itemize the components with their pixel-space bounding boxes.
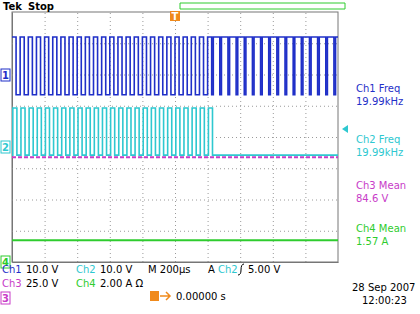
plot-frame — [12, 12, 338, 262]
readout-label: Ch2 Freq — [356, 134, 400, 145]
trigger-pos-box — [150, 291, 159, 301]
grid-line — [305, 12, 306, 262]
acq-state: Stop — [28, 1, 54, 12]
y-tick — [12, 168, 338, 169]
timebase: M 200µs — [148, 264, 190, 275]
ch-scale: 25.0 V — [26, 278, 58, 289]
readout-label: Ch4 Mean — [356, 223, 406, 234]
readout-value: 1.57 A — [356, 236, 388, 247]
readout-value: 19.99kHz — [356, 147, 403, 158]
ch-label: Ch1 — [2, 264, 22, 275]
y-axis — [12, 13, 338, 263]
trigger-position: 0.00000 s — [176, 291, 226, 302]
marker-box — [1, 292, 10, 304]
marker-label: 3 — [2, 293, 9, 304]
ch-scale: 10.0 V — [26, 264, 58, 275]
trigger-mode: A — [208, 264, 215, 275]
trigger-level: 5.00 V — [248, 264, 280, 275]
waveform — [12, 108, 338, 155]
marker-box — [1, 69, 10, 81]
waveform — [12, 37, 338, 95]
ch-scale: 2.00 A Ω — [100, 278, 143, 289]
y-tick — [12, 106, 338, 107]
ch-label: Ch2 — [76, 264, 96, 275]
background — [0, 0, 420, 314]
brand: Tek — [3, 1, 22, 12]
channel-marker: 1 — [1, 69, 10, 81]
scope-screen: 1234Ch1 Freq19.99kHzCh2 Freq19.99kHzCh3 … — [0, 0, 420, 314]
channel-marker: 3 — [1, 292, 10, 304]
trigger-marker: T — [172, 11, 179, 22]
trigger-marker-box — [170, 11, 180, 21]
readout-value: 84.6 V — [356, 193, 388, 204]
channel-marker: 2 — [1, 141, 10, 153]
slope-icon — [238, 264, 244, 275]
x-tick — [305, 12, 306, 262]
grid-line — [12, 137, 338, 138]
ch-label: Ch4 — [76, 278, 96, 289]
waveform — [12, 239, 338, 241]
waveform — [12, 156, 338, 158]
grid-line — [12, 231, 338, 232]
grid-line — [12, 168, 338, 169]
readout-label: Ch1 Freq — [356, 83, 400, 94]
date: 28 Sep 2007 — [352, 282, 415, 293]
marker-label: 1 — [2, 70, 9, 81]
x-axis — [13, 12, 339, 263]
grid-line — [12, 200, 338, 201]
ch-scale: 10.0 V — [100, 264, 132, 275]
readout-label: Ch3 Mean — [356, 180, 406, 191]
y-tick — [12, 231, 338, 232]
readout-value: 19.99kHz — [356, 96, 403, 107]
ch-label: Ch3 — [2, 278, 22, 289]
grid-line — [12, 106, 338, 107]
marker-box — [1, 141, 10, 153]
trigger-pos-arrow — [160, 292, 170, 300]
trigger-source: Ch2 — [218, 264, 238, 275]
traces — [12, 37, 338, 240]
y-tick — [12, 137, 338, 138]
marker-label: 2 — [2, 142, 9, 153]
trigger-level-arrow — [342, 125, 348, 133]
record-bracket — [180, 3, 345, 9]
time: 12:00:23 — [362, 295, 407, 306]
y-tick — [12, 200, 338, 201]
